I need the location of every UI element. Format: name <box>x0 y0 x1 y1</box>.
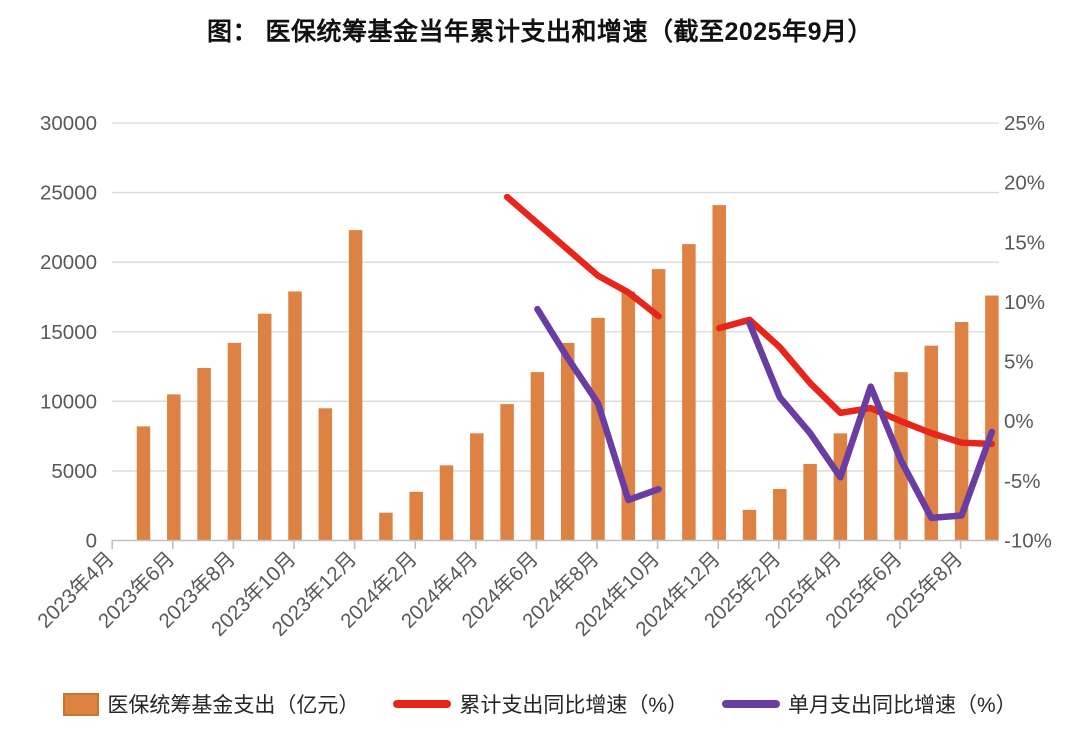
legend: 医保统筹基金支出（亿元） 累计支出同比增速（%） 单月支出同比增速（%） <box>0 689 1080 719</box>
bar-2023年9月 <box>257 313 272 541</box>
bar-2024年12月 <box>712 205 726 541</box>
svg-text:0: 0 <box>86 530 97 553</box>
cumulative-growth-line <box>503 193 996 448</box>
bars-series <box>136 205 999 541</box>
bar-2024年8月 <box>591 317 605 541</box>
bar-2023年8月 <box>227 342 242 541</box>
bar-swatch-icon <box>63 692 100 716</box>
bar-2025年1月 <box>742 509 757 541</box>
legend-label-monthly-growth: 单月支出同比增速（%） <box>788 694 1017 717</box>
line-series <box>534 305 996 522</box>
bar-2023年12月 <box>348 230 363 541</box>
x-axis <box>111 539 999 549</box>
svg-text:-5%: -5% <box>1004 470 1040 493</box>
bar-2024年2月 <box>409 491 423 541</box>
x-axis-labels: 2023年4月2023年6月2023年8月2023年10月2023年12月202… <box>33 547 967 641</box>
bar-2024年11月 <box>682 244 696 541</box>
bar-2024年7月 <box>560 342 575 541</box>
svg-text:30000: 30000 <box>40 112 97 135</box>
svg-text:5%: 5% <box>1004 351 1034 374</box>
svg-text:20%: 20% <box>1004 172 1045 195</box>
bar-2023年11月 <box>318 408 333 541</box>
chart-title: 图： 医保统筹基金当年累计支出和增速（截至2025年9月） <box>207 18 873 46</box>
bar-2024年5月 <box>500 404 514 541</box>
svg-text:25%: 25% <box>1004 112 1045 135</box>
bar-2024年3月 <box>439 465 454 541</box>
cumulative-line-swatch-icon <box>393 700 452 708</box>
bar-2025年9月 <box>985 295 999 541</box>
bar-2024年10月 <box>651 269 666 541</box>
svg-text:15%: 15% <box>1004 231 1045 254</box>
legend-item-fund-expenditure: 医保统筹基金支出（亿元） <box>63 689 359 719</box>
svg-text:0%: 0% <box>1004 410 1034 433</box>
bar-2024年9月 <box>621 291 636 541</box>
svg-text:-10%: -10% <box>1004 530 1052 553</box>
y-axis-left-labels: 0 5000 10000 15000 20000 25000 30000 <box>40 112 97 553</box>
bar-2025年5月 <box>863 405 878 541</box>
bar-2023年5月 <box>136 426 151 541</box>
svg-text:15000: 15000 <box>40 321 97 344</box>
svg-text:20000: 20000 <box>40 251 97 274</box>
bar-2025年7月 <box>924 345 939 541</box>
monthly-line-swatch-icon <box>722 700 780 708</box>
bar-2024年6月 <box>530 372 545 541</box>
bar-2025年3月 <box>803 463 817 541</box>
legend-item-monthly-growth: 单月支出同比增速（%） <box>722 689 1017 719</box>
y-axis-right-labels: -10% -5% 0% 5% 10% 15% 20% 25% <box>1004 112 1052 553</box>
bar-2023年10月 <box>288 291 302 541</box>
bar-2025年2月 <box>773 489 787 541</box>
legend-label-cumulative-growth: 累计支出同比增速（%） <box>459 694 688 717</box>
bar-2025年8月 <box>954 322 969 541</box>
legend-item-cumulative-growth: 累计支出同比增速（%） <box>393 689 688 719</box>
svg-text:10%: 10% <box>1004 291 1045 314</box>
bar-2025年4月 <box>833 433 848 541</box>
svg-text:25000: 25000 <box>40 182 97 205</box>
bar-2023年6月 <box>167 394 181 541</box>
bar-2023年7月 <box>197 367 211 541</box>
legend-label-fund-expenditure: 医保统筹基金支出（亿元） <box>107 694 360 717</box>
svg-text:5000: 5000 <box>51 460 97 483</box>
bar-2024年4月 <box>470 433 484 541</box>
svg-text:10000: 10000 <box>40 390 97 413</box>
bar-2024年1月 <box>379 512 393 541</box>
